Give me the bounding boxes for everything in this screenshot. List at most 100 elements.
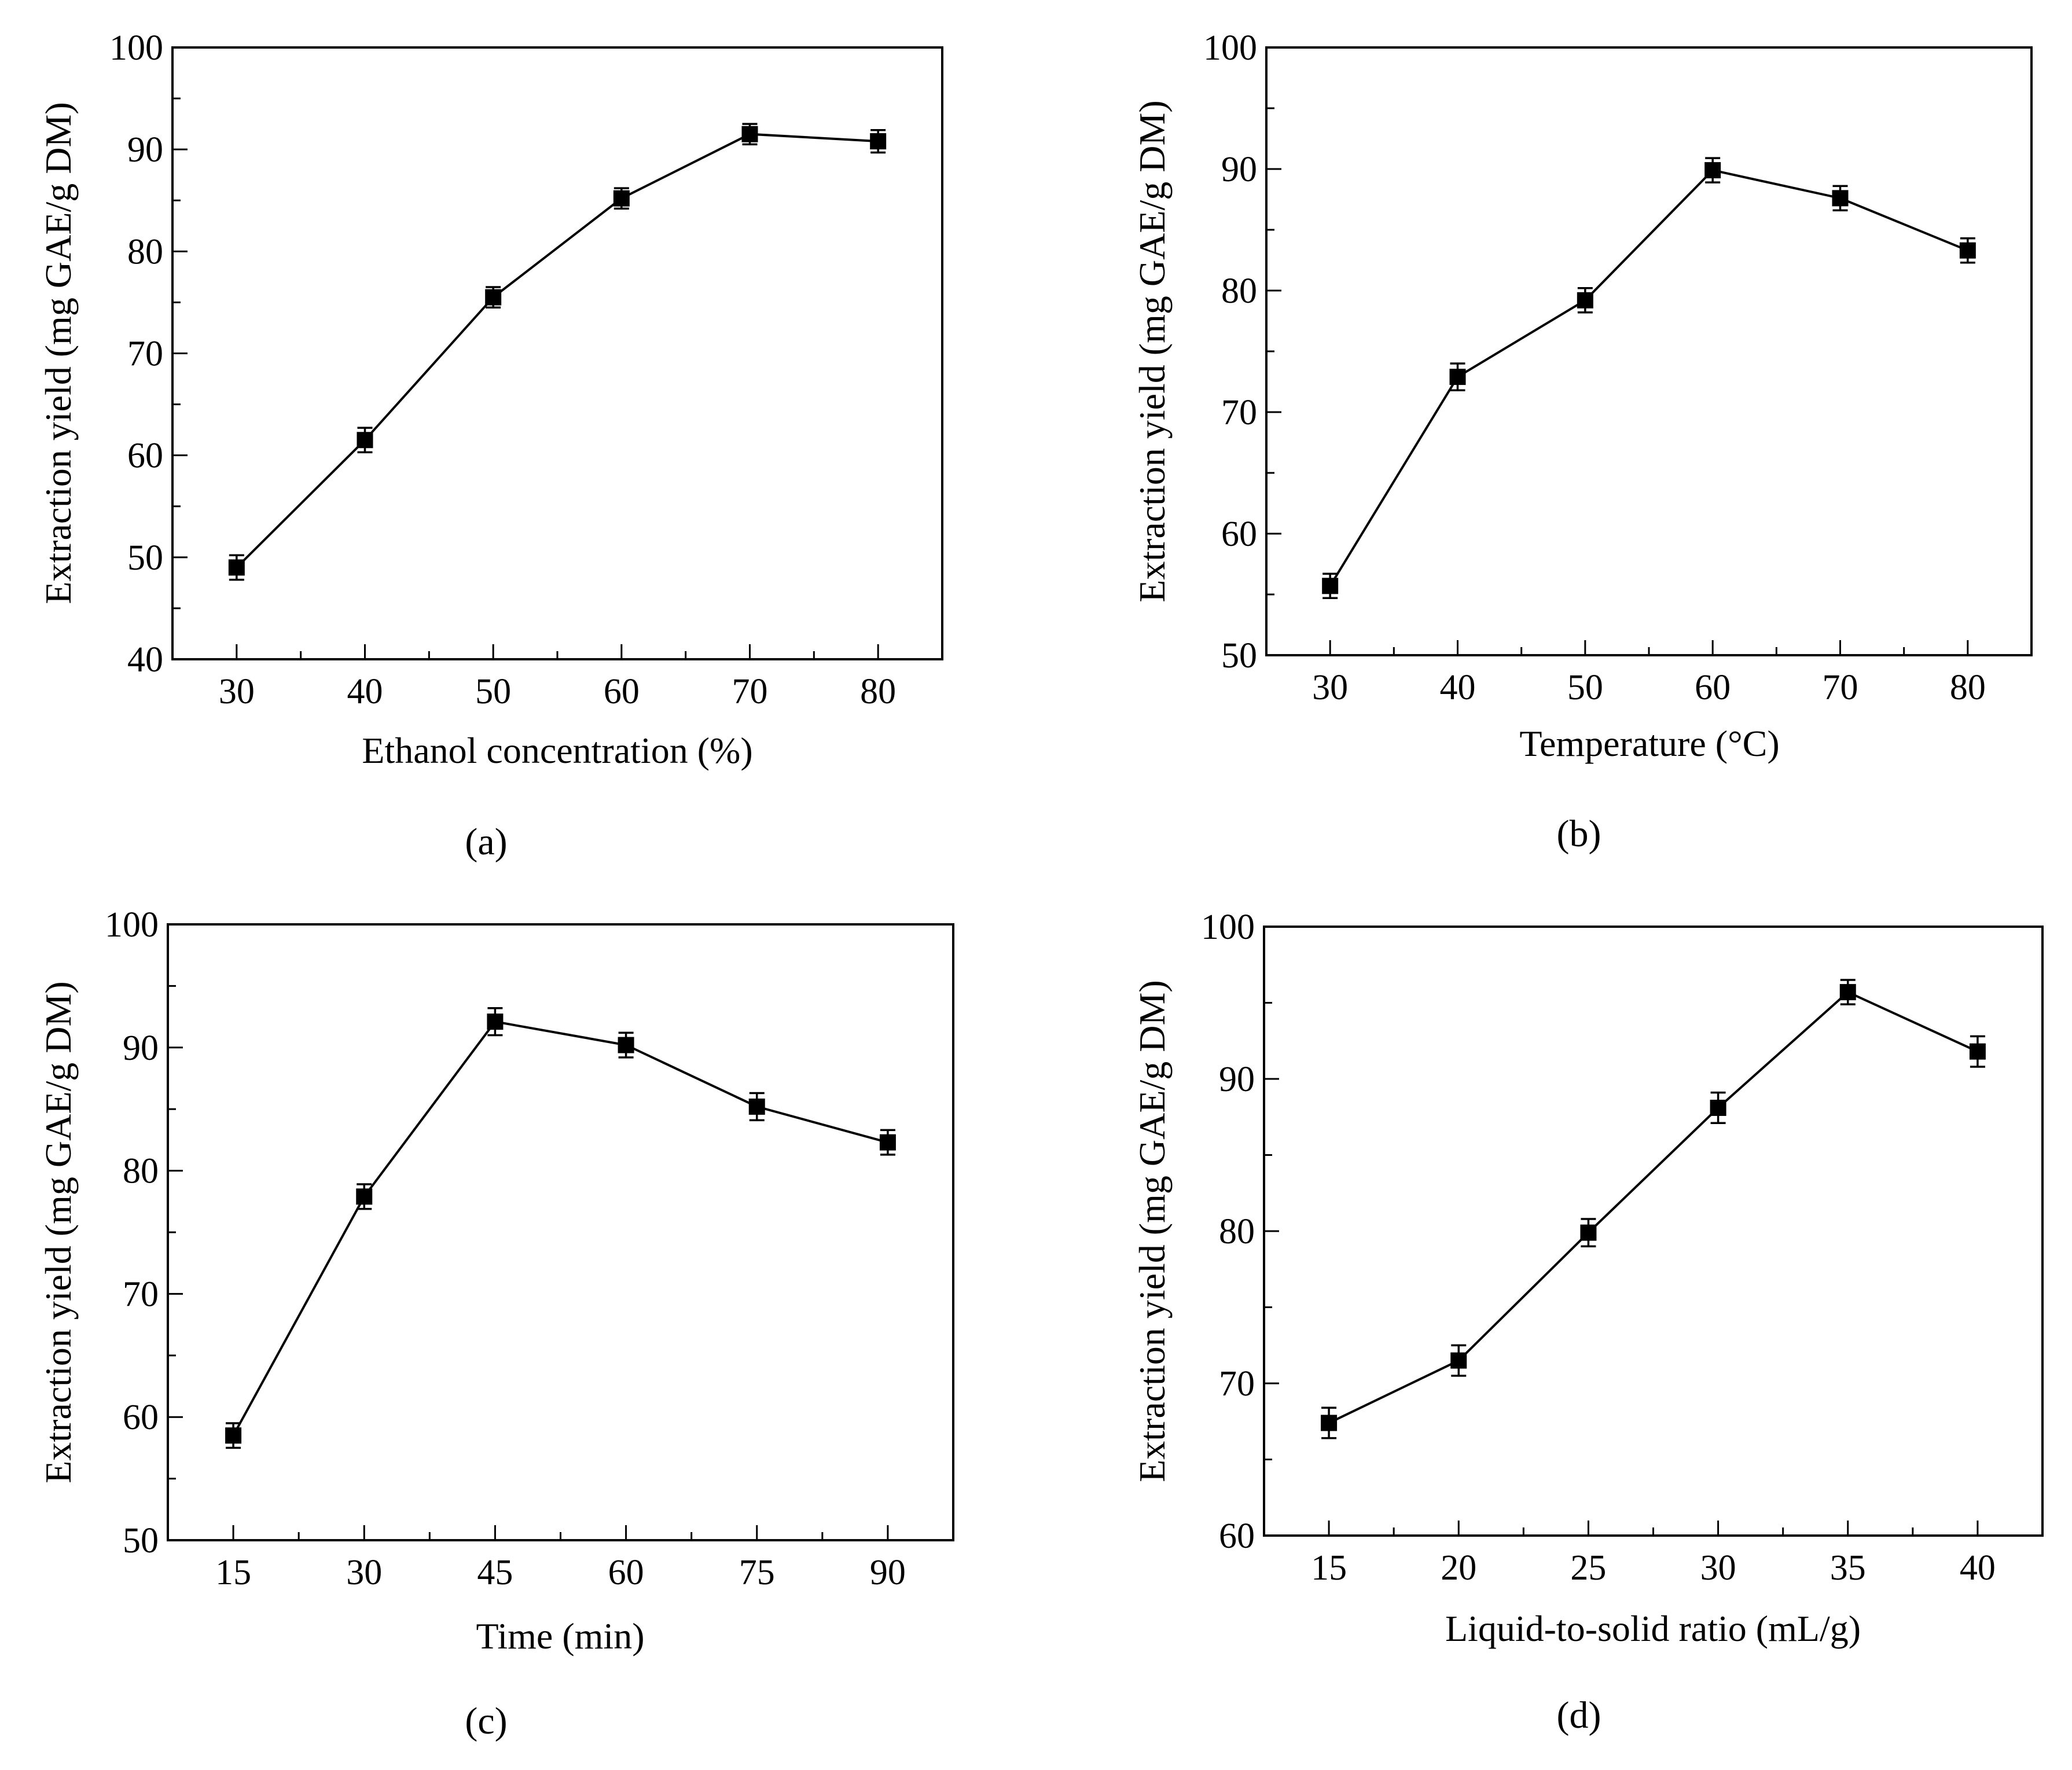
panel-a-y-tick-label: 60: [127, 436, 163, 476]
panel-b-y-tick-label: 70: [1221, 393, 1257, 432]
panel-c-plot-frame: [167, 923, 954, 1541]
panel-d-x-tick-label: 40: [1960, 1548, 1996, 1588]
panel-a-plot-frame: [171, 46, 943, 660]
panel-c-y-tick-label: 100: [105, 905, 159, 945]
panel-c-data-point: [487, 1013, 504, 1030]
panel-a: 30 40 50 60 70 80 40 50 60 70 80 90 100 Ethanol conc…: [38, 28, 943, 863]
panel-d-y-tick-label: 80: [1219, 1212, 1255, 1251]
panel-b: 30 40 50 60 70 80 50 60 70 80 90 100 Temperature (°…: [1131, 28, 2033, 855]
panel-b-y-axis-title: Extraction yield (mg GAE/g DM): [1131, 100, 1173, 602]
panel-a-x-tick-label: 40: [347, 672, 383, 711]
panel-b-x-tick-label: 40: [1440, 668, 1476, 707]
panel-a-y-tick-label: 90: [127, 130, 163, 170]
panel-c-series-line: [232, 1020, 888, 1437]
panel-d-data-point: [1321, 1415, 1338, 1431]
panel-d-ticks: 15 20 25 30 35 40 60 70 80 90 100: [1201, 908, 1996, 1588]
panel-b-data-point: [1832, 190, 1849, 207]
panel-b-plot-frame: [1265, 46, 2033, 656]
panel-d-y-tick-label: 60: [1219, 1516, 1255, 1556]
panel-a-x-tick-label: 70: [732, 672, 768, 711]
panel-c: 15 30 45 60 75 90 50 60 70 80 90 100 Time (min) Ext…: [38, 905, 954, 1742]
panel-c-x-tick-label: 75: [739, 1553, 775, 1592]
panel-b-x-tick-label: 80: [1950, 668, 1986, 707]
panel-b-label: (b): [1557, 813, 1601, 855]
panel-c-label: (c): [465, 1700, 507, 1742]
panel-b-series-line: [1329, 168, 1968, 587]
panel-a-label: (a): [465, 821, 507, 863]
panel-c-data-point: [879, 1134, 896, 1151]
panel-d-x-tick-label: 30: [1700, 1548, 1736, 1588]
panel-d-data-point: [1580, 1224, 1597, 1241]
panel-d-data-point: [1450, 1352, 1467, 1369]
panel-d-data-point: [1710, 1099, 1726, 1116]
panel-d-plot-frame: [1263, 926, 2044, 1537]
panel-c-y-axis-title: Extraction yield (mg GAE/g DM): [38, 981, 79, 1483]
panel-a-y-tick-label: 70: [127, 335, 163, 374]
panel-a-y-tick-label: 50: [127, 538, 163, 578]
panel-a-x-tick-label: 50: [475, 672, 511, 711]
panel-c-x-tick-label: 60: [608, 1553, 644, 1592]
panel-d-data-point: [1969, 1043, 1986, 1060]
panel-a-series-line: [236, 133, 879, 568]
panel-a-data-point: [228, 559, 245, 576]
panel-d-x-tick-label: 15: [1311, 1548, 1347, 1588]
panel-c-x-tick-label: 15: [215, 1553, 251, 1592]
panel-c-y-tick-label: 80: [123, 1152, 159, 1191]
panel-c-data-point: [225, 1427, 242, 1444]
panel-c-data-point: [618, 1037, 634, 1053]
panel-b-data: [1322, 157, 1976, 600]
panel-b-ticks: 30 40 50 60 70 80 50 60 70 80 90 100: [1203, 28, 1986, 707]
panel-b-x-axis-title: Temperature (°C): [1519, 723, 1779, 764]
panel-a-data-point: [870, 133, 887, 150]
panel-a-ticks: 30 40 50 60 70 80 40 50 60 70 80 90 100: [109, 28, 896, 711]
panel-c-data-point: [356, 1188, 373, 1205]
panel-d-data: [1321, 979, 1986, 1439]
panel-b-data-point: [1577, 292, 1593, 309]
panel-b-data-point: [1322, 578, 1339, 594]
panel-b-y-tick-label: 100: [1203, 28, 1257, 68]
panel-d-series-line: [1328, 990, 1978, 1424]
panel-c-data-point: [748, 1098, 765, 1115]
panel-d-x-tick-label: 20: [1441, 1548, 1476, 1588]
panel-b-y-tick-label: 50: [1221, 636, 1257, 675]
panel-c-x-tick-label: 90: [870, 1553, 906, 1592]
panel-b-data-point: [1449, 369, 1466, 385]
panel-a-y-tick-label: 40: [127, 640, 163, 680]
panel-b-data-point: [1959, 242, 1976, 259]
panel-a-data-point: [485, 289, 502, 306]
panel-d-x-tick-label: 35: [1830, 1548, 1866, 1588]
panel-a-x-tick-label: 80: [860, 672, 896, 711]
panel-c-y-tick-label: 50: [123, 1521, 159, 1560]
panel-d-x-axis-title: Liquid-to-solid ratio (mL/g): [1445, 1608, 1861, 1649]
panel-b-x-tick-label: 30: [1312, 668, 1348, 707]
panel-b-data-point: [1704, 162, 1721, 179]
panel-c-x-axis-title: Time (min): [476, 1615, 645, 1657]
panel-c-y-tick-label: 70: [123, 1275, 159, 1314]
panel-d-y-axis-title: Extraction yield (mg GAE/g DM): [1131, 980, 1173, 1482]
panel-b-x-tick-label: 50: [1567, 668, 1603, 707]
panel-d-data-point: [1839, 984, 1856, 1001]
panel-a-data-point: [357, 432, 373, 449]
panel-d-y-tick-label: 90: [1219, 1060, 1255, 1099]
panel-d-y-tick-label: 100: [1201, 908, 1255, 947]
panel-d-label: (d): [1557, 1694, 1601, 1736]
panel-c-x-tick-label: 45: [477, 1553, 513, 1592]
panel-b-y-tick-label: 60: [1221, 515, 1257, 554]
panel-a-data-point: [741, 126, 758, 142]
panel-c-x-tick-label: 30: [346, 1553, 382, 1592]
panel-a-y-tick-label: 100: [109, 28, 163, 68]
panel-a-x-tick-label: 30: [219, 672, 255, 711]
panel-a-y-tick-label: 80: [127, 232, 163, 271]
panel-c-y-tick-label: 90: [123, 1029, 159, 1068]
panel-b-y-tick-label: 80: [1221, 271, 1257, 311]
panel-a-data: [228, 123, 887, 581]
panel-d: 15 20 25 30 35 40 60 70 80 90 100 Liquid-to-solid …: [1131, 908, 2044, 1736]
panel-c-ticks: 15 30 45 60 75 90 50 60 70 80 90 100: [105, 905, 906, 1592]
panel-c-y-tick-label: 60: [123, 1398, 159, 1437]
panel-b-x-tick-label: 60: [1695, 668, 1731, 707]
panel-a-data-point: [613, 190, 630, 207]
panel-a-x-axis-title: Ethanol concentration (%): [362, 730, 752, 771]
panel-d-x-tick-label: 25: [1570, 1548, 1606, 1588]
